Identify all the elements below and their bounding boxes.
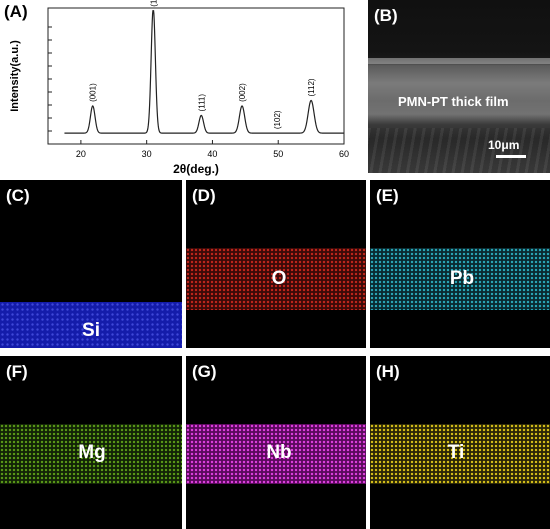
panel-label-b: (B) xyxy=(374,6,398,25)
xrd-chart: (001) (110) (111) (002) (102) (112) 20 30 40 50 6… xyxy=(9,0,349,176)
peak-label: (001) xyxy=(89,83,98,102)
mg-signal-band xyxy=(0,424,182,484)
element-label-nb: Nb xyxy=(266,442,292,463)
film-top-edge xyxy=(368,58,550,64)
substrate-texture xyxy=(368,128,550,173)
panel-label-d: (D) xyxy=(192,186,216,205)
panel-d-o-map: (D) O xyxy=(186,180,366,348)
peak-label: (110) xyxy=(149,0,158,7)
panel-a-xrd: (A) (001) (110) (111) (002) (102) (112) 20 30 4… xyxy=(0,0,362,178)
y-axis-label: Intensity(a.u.) xyxy=(9,40,21,112)
panel-label-f: (F) xyxy=(6,362,28,381)
element-label-mg: Mg xyxy=(78,442,106,463)
panel-label-c: (C) xyxy=(6,186,30,205)
film-caption: PMN-PT thick film xyxy=(398,94,509,109)
pb-signal-band xyxy=(370,248,550,310)
element-label-o: O xyxy=(271,268,287,289)
x-tick-label: 50 xyxy=(273,149,283,159)
panel-f-mg-map: (F) Mg xyxy=(0,356,182,529)
panel-b-sem-image: (B) PMN-PT thick film 10μm xyxy=(368,0,550,173)
panel-e-pb-map: (E) Pb xyxy=(370,180,550,348)
element-label-si: Si xyxy=(82,320,100,341)
panel-label-g: (G) xyxy=(192,362,217,381)
panel-label-h: (H) xyxy=(376,362,400,381)
sem-background xyxy=(368,0,550,173)
peak-label: (002) xyxy=(238,83,247,102)
panel-label-a: (A) xyxy=(4,2,28,21)
element-label-pb: Pb xyxy=(449,268,475,289)
panel-c-si-map: (C) Si xyxy=(0,180,182,348)
ti-signal-band xyxy=(370,424,550,484)
scale-bar-label: 10μm xyxy=(488,138,520,152)
nb-signal-band xyxy=(186,424,366,484)
x-tick-label: 40 xyxy=(207,149,217,159)
peak-label: (102) xyxy=(273,110,282,129)
panel-g-nb-map: (G) Nb xyxy=(186,356,366,529)
scale-bar xyxy=(496,155,526,158)
o-signal-band xyxy=(186,248,366,310)
peak-label: (112) xyxy=(307,78,316,96)
panel-label-e: (E) xyxy=(376,186,399,205)
x-tick-label: 60 xyxy=(339,149,349,159)
x-tick-label: 20 xyxy=(76,149,86,159)
panel-h-ti-map: (H) Ti xyxy=(370,356,550,529)
plot-frame xyxy=(47,7,345,145)
si-signal-band xyxy=(0,302,182,348)
peak-label: (111) xyxy=(197,94,206,112)
element-label-ti: Ti xyxy=(447,442,465,463)
x-tick-label: 30 xyxy=(142,149,152,159)
x-axis-label: 2θ(deg.) xyxy=(173,162,219,176)
xrd-pattern-line xyxy=(64,10,344,134)
